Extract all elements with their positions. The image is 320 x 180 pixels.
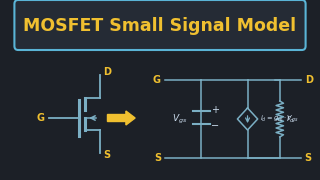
Text: +: + <box>211 105 219 115</box>
Text: S: S <box>103 150 110 160</box>
Text: MOSFET Small Signal Model: MOSFET Small Signal Model <box>23 17 297 35</box>
Text: −: − <box>211 121 219 131</box>
Text: G: G <box>153 75 161 85</box>
Polygon shape <box>108 111 135 125</box>
Text: S: S <box>305 153 312 163</box>
Text: $i_d = g_m \cdot V_{gs}$: $i_d = g_m \cdot V_{gs}$ <box>260 113 299 125</box>
Text: G: G <box>37 113 45 123</box>
Text: D: D <box>305 75 313 85</box>
Text: $r_o$: $r_o$ <box>286 113 295 125</box>
Text: $V_{gs}$: $V_{gs}$ <box>172 112 188 126</box>
FancyBboxPatch shape <box>14 0 306 50</box>
Text: S: S <box>154 153 161 163</box>
Text: D: D <box>103 67 111 77</box>
